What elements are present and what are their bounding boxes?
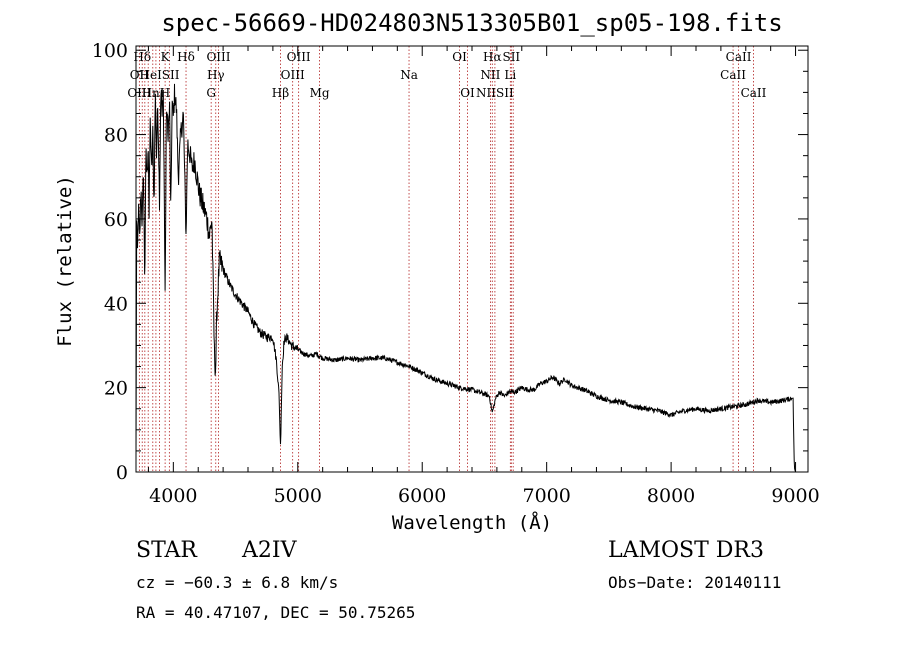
spectral-line-label: NIISII bbox=[476, 86, 514, 100]
x-tick-label: 6000 bbox=[398, 485, 446, 507]
spectral-line-label: HeISII bbox=[140, 68, 180, 82]
survey-name: LAMOST DR3 bbox=[608, 538, 764, 563]
spectral-line-label: G bbox=[206, 86, 216, 100]
x-tick-label: 7000 bbox=[522, 485, 570, 507]
spectral-line-label: NII bbox=[480, 68, 500, 82]
spectral-line-markers bbox=[138, 46, 754, 472]
spectral-line-label: OI bbox=[452, 50, 467, 64]
x-tick-label: 4000 bbox=[149, 485, 197, 507]
spectral-line-label: CaII bbox=[720, 68, 746, 82]
spectral-line-label: Hδ bbox=[177, 50, 195, 64]
spectral-line-label: Hβ bbox=[272, 86, 289, 100]
subclass: A2IV bbox=[242, 538, 297, 563]
chart-title: spec-56669-HD024803N513305B01_sp05-198.f… bbox=[161, 9, 782, 37]
y-axis-label: Flux (relative) bbox=[54, 175, 76, 347]
object-type: STAR bbox=[136, 538, 197, 563]
y-tick-label: 60 bbox=[104, 209, 128, 231]
spectrum-line bbox=[135, 83, 796, 472]
y-tick-label: 80 bbox=[104, 125, 128, 147]
spectral-line-label: K bbox=[161, 50, 171, 64]
axes: 4000 5000 6000 7000 8000 9000 0 20 40 60 80 100 bbox=[92, 40, 820, 507]
spectral-line-label: Hδ bbox=[133, 50, 151, 64]
spectral-line-label: Na bbox=[400, 68, 418, 82]
spectral-line-label: Mg bbox=[310, 86, 330, 100]
spectral-line-label: OII bbox=[130, 68, 150, 82]
spectral-line-label: CaII bbox=[726, 50, 752, 64]
spectral-line-label: OIII bbox=[281, 68, 305, 82]
y-tick-label: 20 bbox=[104, 378, 128, 400]
x-axis-label: Wavelength (Å) bbox=[392, 511, 552, 534]
spectral-line-label: Li bbox=[504, 68, 516, 82]
spectral-line-label: OIII bbox=[287, 50, 311, 64]
x-tick-label: 8000 bbox=[647, 485, 695, 507]
spectral-line-label: OIII bbox=[206, 50, 230, 64]
y-tick-label: 40 bbox=[104, 293, 128, 315]
spectral-line-label: OIII bbox=[127, 86, 151, 100]
spectral-line-label: Hγ bbox=[207, 68, 225, 82]
ra-dec-coordinates: RA = 40.47107, DEC = 50.75265 bbox=[136, 603, 416, 622]
x-tick-label: 5000 bbox=[274, 485, 322, 507]
plot-frame bbox=[135, 45, 809, 473]
spectrum-series bbox=[135, 83, 796, 472]
x-tick-label: 9000 bbox=[771, 485, 819, 507]
spectral-line-label: Hα bbox=[483, 50, 502, 64]
y-tick-label: 100 bbox=[92, 40, 128, 62]
observation-date: Obs−Date: 20140111 bbox=[608, 573, 782, 592]
redshift-velocity: cz = −60.3 ± 6.8 km/s bbox=[136, 573, 339, 592]
spectral-line-label: SII bbox=[502, 50, 520, 64]
y-tick-label: 0 bbox=[116, 462, 128, 484]
spectral-line-label: OI bbox=[460, 86, 475, 100]
spectral-line-label: CaII bbox=[741, 86, 767, 100]
